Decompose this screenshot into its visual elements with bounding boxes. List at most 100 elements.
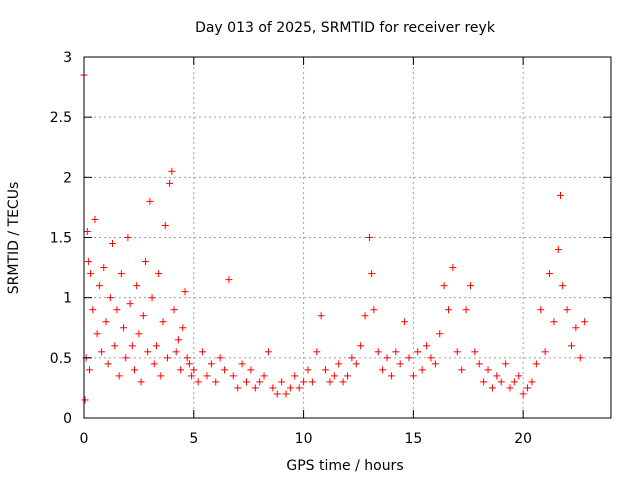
- data-point: [497, 378, 505, 386]
- data-point: [247, 366, 255, 374]
- data-point: [537, 306, 545, 314]
- data-point: [117, 270, 125, 278]
- data-point: [104, 360, 112, 368]
- data-point: [344, 372, 351, 380]
- data-point: [131, 366, 139, 374]
- data-point: [199, 348, 207, 356]
- data-point: [567, 342, 575, 350]
- data-point: [179, 324, 187, 332]
- data-point: [221, 366, 229, 374]
- data-points: [80, 71, 589, 404]
- data-point: [572, 324, 580, 332]
- data-point: [256, 378, 264, 386]
- data-point: [484, 366, 492, 374]
- x-tick-label: 0: [80, 431, 89, 447]
- data-point: [581, 318, 589, 326]
- x-tick-label: 5: [189, 431, 198, 447]
- data-point: [368, 270, 376, 278]
- data-point: [264, 348, 272, 356]
- data-point: [207, 360, 215, 368]
- data-point: [554, 246, 562, 254]
- data-point: [111, 342, 119, 350]
- x-tick-label: 10: [295, 431, 313, 447]
- data-point: [308, 378, 316, 386]
- data-point: [475, 360, 483, 368]
- data-point: [183, 354, 191, 362]
- data-point: [453, 348, 461, 356]
- data-point: [159, 318, 167, 326]
- x-axis-label: GPS time / hours: [286, 458, 403, 474]
- data-point: [313, 348, 321, 356]
- data-point: [295, 384, 303, 392]
- data-point: [106, 294, 114, 302]
- data-point: [166, 179, 174, 187]
- data-point: [559, 282, 567, 290]
- data-point: [427, 354, 435, 362]
- data-point: [188, 372, 196, 380]
- data-point: [326, 378, 334, 386]
- data-point: [157, 372, 165, 380]
- data-point: [532, 360, 540, 368]
- data-point: [155, 270, 163, 278]
- data-point: [330, 372, 338, 380]
- data-point: [168, 167, 176, 175]
- data-point: [352, 360, 360, 368]
- y-axis-label: SRMTID / TECUs: [6, 182, 22, 295]
- data-point: [234, 384, 242, 392]
- data-point: [146, 197, 154, 205]
- data-point: [260, 372, 268, 380]
- data-point: [163, 354, 171, 362]
- data-point: [524, 384, 532, 392]
- data-point: [392, 348, 400, 356]
- data-point: [418, 366, 426, 374]
- chart-title: Day 013 of 2025, SRMTID for receiver rey…: [195, 20, 496, 36]
- data-point: [170, 306, 178, 314]
- data-point: [335, 360, 343, 368]
- data-point: [409, 372, 417, 380]
- data-point: [212, 378, 220, 386]
- data-point: [414, 348, 422, 356]
- data-point: [339, 378, 347, 386]
- data-point: [502, 360, 510, 368]
- data-point: [401, 318, 409, 326]
- data-point: [440, 282, 448, 290]
- data-point: [291, 372, 299, 380]
- data-point: [84, 258, 92, 266]
- data-point: [238, 360, 246, 368]
- data-point: [431, 360, 439, 368]
- data-point: [480, 378, 488, 386]
- data-point: [190, 366, 198, 374]
- data-point: [462, 306, 470, 314]
- data-point: [304, 366, 312, 374]
- data-point: [466, 282, 474, 290]
- data-point: [556, 191, 564, 199]
- data-point: [161, 221, 169, 229]
- data-point: [541, 348, 549, 356]
- data-point: [458, 366, 466, 374]
- data-point: [550, 318, 558, 326]
- data-point: [81, 396, 89, 404]
- data-point: [576, 354, 584, 362]
- data-point: [225, 276, 233, 284]
- data-point: [365, 234, 373, 241]
- data-point: [139, 312, 147, 320]
- data-point: [519, 390, 527, 398]
- data-point: [216, 354, 224, 362]
- data-point: [273, 390, 281, 398]
- data-point: [493, 372, 501, 380]
- y-tick-label: 0: [63, 411, 72, 427]
- data-point: [87, 270, 95, 278]
- data-point: [98, 348, 106, 356]
- data-point: [203, 372, 211, 380]
- data-point: [126, 300, 134, 308]
- y-tick-label: 0.5: [50, 351, 72, 367]
- y-tick-label: 2: [63, 170, 72, 186]
- data-point: [91, 215, 99, 223]
- data-point: [93, 330, 101, 338]
- data-point: [396, 360, 404, 368]
- y-tick-label: 3: [63, 50, 72, 66]
- grid: [84, 57, 611, 418]
- data-point: [109, 240, 117, 248]
- data-point: [282, 390, 290, 398]
